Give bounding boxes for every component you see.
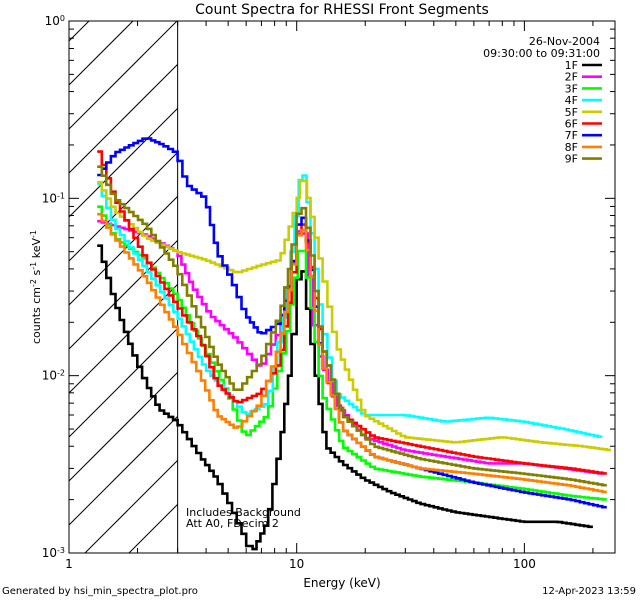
hatch-line-3 bbox=[69, 372, 178, 482]
legend-label-3F: 3F bbox=[565, 82, 578, 95]
y-label-exp-s: -1 bbox=[29, 262, 38, 270]
y-tick-exponent: 0 bbox=[60, 14, 65, 23]
hatch-line-11 bbox=[69, 21, 178, 130]
legend-label-1F: 1F bbox=[565, 59, 578, 72]
y-label-unit-kev: keV bbox=[30, 238, 43, 262]
hatch-line-10 bbox=[69, 64, 178, 174]
hatch-line-4 bbox=[69, 328, 178, 438]
footer-generated-by: Generated by hsi_min_spectra_plot.pro bbox=[2, 586, 198, 597]
y-axis-label: counts cm-2 s-1 keV-1 bbox=[29, 230, 44, 344]
x-tick-label-100: 100 bbox=[513, 557, 536, 571]
series-line-1F bbox=[97, 244, 593, 551]
x-axis-label: Energy (keV) bbox=[303, 576, 380, 590]
y-tick-label-0: 100 bbox=[45, 14, 65, 29]
series-line-4F bbox=[97, 174, 603, 438]
y-tick-base: 10 bbox=[42, 191, 57, 205]
series-line-9F bbox=[97, 165, 607, 487]
series-layer bbox=[97, 137, 611, 551]
plot-frame bbox=[68, 20, 616, 554]
y-tick-exponent: -2 bbox=[57, 368, 65, 377]
legend-time-range: 09:30:00 to 09:31:00 bbox=[483, 47, 600, 60]
y-tick-base: 10 bbox=[42, 369, 57, 383]
axis-ticks bbox=[68, 20, 615, 554]
y-label-unit-cm: counts cm bbox=[30, 287, 43, 344]
legend-label-7F: 7F bbox=[565, 129, 578, 142]
hatch-line-2 bbox=[69, 416, 178, 526]
legend-label-6F: 6F bbox=[565, 118, 578, 131]
hatch-line-1 bbox=[84, 460, 178, 553]
hatch-line-13 bbox=[69, 21, 90, 42]
legend-label-9F: 9F bbox=[565, 153, 578, 166]
series-line-5F bbox=[97, 179, 611, 452]
hatch-line-6 bbox=[69, 240, 178, 350]
hatch-line-9 bbox=[69, 108, 178, 218]
footer-timestamp: 12-Apr-2023 13:59 bbox=[542, 586, 636, 597]
legend-label-5F: 5F bbox=[565, 106, 578, 119]
legend-label-2F: 2F bbox=[565, 71, 578, 84]
hatch-line-12 bbox=[69, 21, 134, 86]
y-tick-label--3: 10-3 bbox=[42, 546, 65, 561]
y-label-exp-kev: -1 bbox=[29, 230, 38, 238]
series-line-6F bbox=[97, 150, 607, 475]
legend-date: 26-Nov-2004 bbox=[529, 35, 600, 48]
y-tick-label--1: 10-1 bbox=[42, 191, 65, 206]
y-tick-exponent: -3 bbox=[57, 546, 65, 555]
y-label-unit-s: s bbox=[30, 269, 43, 278]
y-tick-base: 10 bbox=[42, 546, 57, 560]
x-tick-label-10: 10 bbox=[289, 557, 304, 571]
chart-title: Count Spectra for RHESSI Front Segments bbox=[195, 2, 489, 18]
series-line-3F bbox=[97, 205, 607, 501]
x-tick-labels: 1 10 100 bbox=[65, 557, 536, 571]
legend-label-4F: 4F bbox=[565, 94, 578, 107]
y-tick-exponent: -1 bbox=[57, 191, 65, 200]
y-tick-base: 10 bbox=[45, 14, 60, 28]
y-tick-label--2: 10-2 bbox=[42, 368, 65, 383]
hatch-line-0 bbox=[128, 504, 178, 553]
series-line-8F bbox=[97, 212, 607, 494]
annotation-attenuator: Att A0, FDecim 2 bbox=[186, 517, 279, 530]
x-tick-label-1: 1 bbox=[65, 557, 73, 571]
y-label-exp-cm: -2 bbox=[29, 279, 38, 287]
annotation-background: Includes Background bbox=[186, 506, 301, 519]
legend-label-8F: 8F bbox=[565, 141, 578, 154]
